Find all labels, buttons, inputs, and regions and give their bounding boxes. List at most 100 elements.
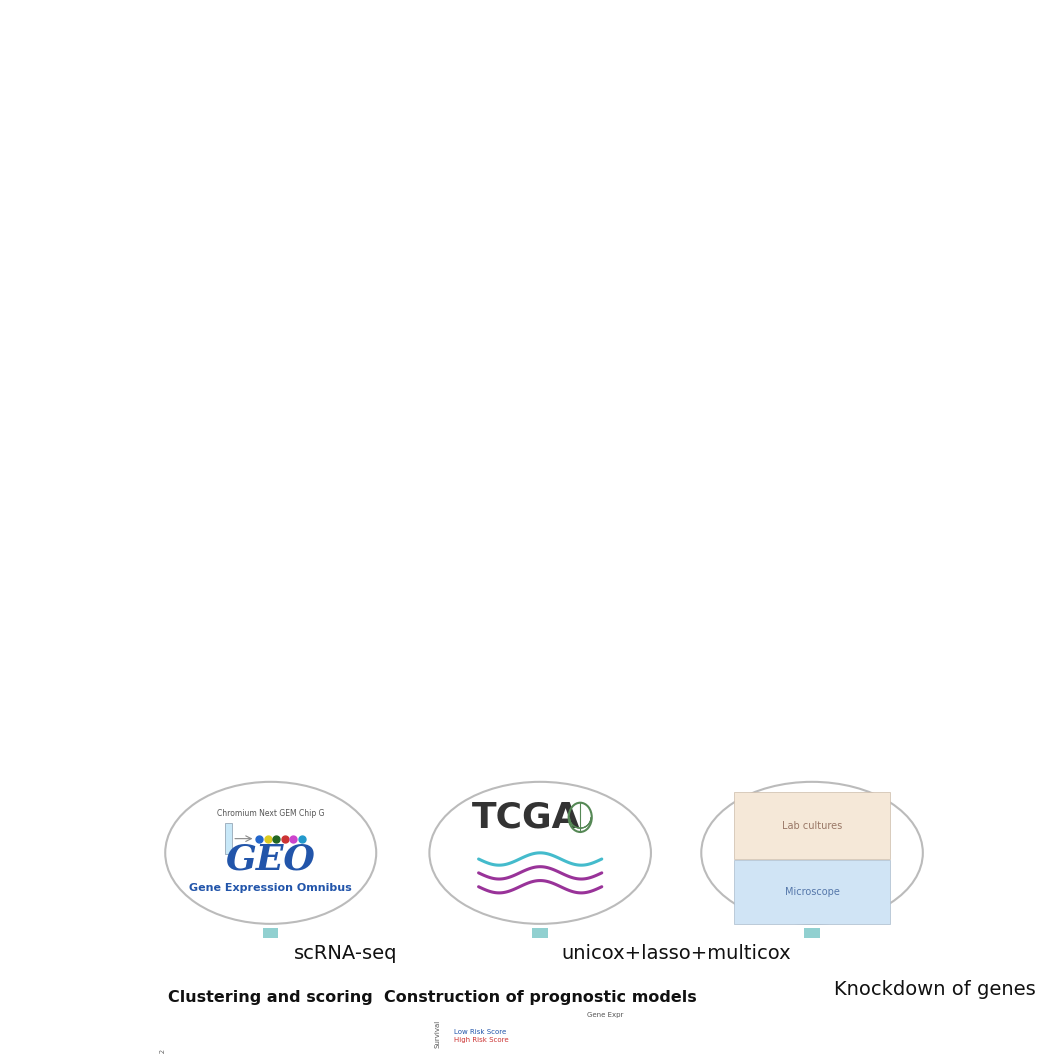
Point: [313, 1042, 330, 1054]
Point: [200, 1026, 217, 1042]
Point: [177, 1024, 194, 1041]
Point: [330, 1012, 347, 1029]
Text: Microscope: Microscope: [784, 887, 839, 897]
Bar: [225, 823, 232, 854]
Point: [219, 1037, 236, 1054]
Point: [206, 1034, 222, 1051]
Ellipse shape: [701, 782, 923, 924]
Point: [203, 1050, 220, 1054]
Point: [183, 1034, 200, 1051]
Text: Gene Expression Omnibus: Gene Expression Omnibus: [190, 883, 352, 894]
Point: [180, 1039, 197, 1054]
Text: Clustering and scoring: Clustering and scoring: [169, 990, 373, 1004]
Point: [178, 1046, 195, 1054]
Point: [220, 1032, 237, 1049]
Point: [204, 1029, 221, 1046]
Point: [197, 1051, 214, 1054]
Point: [221, 1053, 238, 1054]
Point: [206, 1047, 222, 1054]
Text: tSNE2: tSNE2: [160, 1048, 165, 1054]
Point: [239, 1051, 256, 1054]
Text: unicox+lasso+multicox: unicox+lasso+multicox: [562, 943, 792, 962]
FancyBboxPatch shape: [421, 1008, 660, 1054]
Point: [237, 1045, 254, 1054]
Point: [178, 1030, 195, 1047]
Polygon shape: [254, 958, 288, 978]
Text: Gene Expr: Gene Expr: [587, 1013, 624, 1018]
Point: [220, 1033, 237, 1050]
Point: [313, 1012, 330, 1029]
Point: [243, 1038, 260, 1054]
FancyBboxPatch shape: [153, 1008, 389, 1054]
Point: [215, 1023, 232, 1040]
Text: scRNA-seq: scRNA-seq: [294, 943, 397, 962]
Point: [209, 1035, 226, 1052]
Bar: [264, 928, 278, 958]
Point: [241, 1040, 258, 1054]
Point: [348, 1027, 365, 1043]
Point: [233, 1037, 250, 1054]
Point: [212, 1030, 229, 1047]
Point: [365, 1042, 382, 1054]
Point: [189, 1032, 206, 1049]
Point: [215, 1020, 232, 1037]
Point: [218, 1027, 235, 1043]
Point: [201, 1053, 218, 1054]
Point: [207, 1033, 223, 1050]
Point: [239, 1038, 256, 1054]
Point: [220, 1024, 237, 1041]
Point: [188, 1037, 204, 1054]
Point: [209, 1049, 226, 1054]
Point: [200, 1046, 217, 1054]
Point: [237, 1036, 254, 1053]
Point: [258, 1052, 275, 1054]
Point: [296, 1042, 313, 1054]
Text: Knockdown of genes: Knockdown of genes: [834, 980, 1035, 999]
Point: [199, 1052, 216, 1054]
Text: High Risk Score: High Risk Score: [454, 1037, 509, 1043]
Bar: [605, 1027, 617, 1054]
Bar: [804, 928, 820, 1026]
Ellipse shape: [165, 782, 376, 924]
Point: [179, 1033, 196, 1050]
Point: [180, 1035, 197, 1052]
Text: Lab cultures: Lab cultures: [782, 820, 842, 831]
Point: [220, 1052, 237, 1054]
Point: [177, 1029, 194, 1046]
Bar: [593, 1040, 605, 1054]
FancyBboxPatch shape: [735, 860, 890, 924]
Point: [184, 1039, 201, 1054]
Point: [183, 1028, 200, 1045]
Polygon shape: [523, 958, 558, 978]
Point: [296, 1027, 313, 1043]
Polygon shape: [795, 1026, 829, 1047]
Point: [234, 1050, 251, 1054]
Text: TCGA: TCGA: [472, 800, 581, 835]
Point: [348, 1012, 365, 1029]
Text: GEO: GEO: [226, 843, 315, 877]
Point: [168, 1018, 184, 1035]
Bar: [618, 1043, 629, 1054]
Point: [233, 1051, 250, 1054]
Point: [248, 1028, 265, 1045]
FancyBboxPatch shape: [735, 793, 890, 859]
Ellipse shape: [429, 782, 651, 924]
Point: [183, 1045, 200, 1054]
Point: [365, 1027, 382, 1043]
Text: Survival: Survival: [434, 1020, 441, 1049]
Point: [239, 1043, 256, 1054]
Point: [278, 1042, 295, 1054]
Point: [195, 1031, 212, 1048]
Point: [215, 1047, 232, 1054]
Point: [330, 1042, 347, 1054]
Text: Construction of prognostic models: Construction of prognostic models: [384, 990, 697, 1004]
Point: [348, 1042, 365, 1054]
Point: [194, 1052, 211, 1054]
Text: Low Risk Score: Low Risk Score: [454, 1030, 506, 1035]
Point: [278, 1012, 295, 1029]
Point: [188, 1039, 204, 1054]
Point: [186, 1022, 202, 1039]
Point: [180, 1024, 197, 1041]
Point: [202, 1021, 219, 1038]
Point: [278, 1027, 295, 1043]
